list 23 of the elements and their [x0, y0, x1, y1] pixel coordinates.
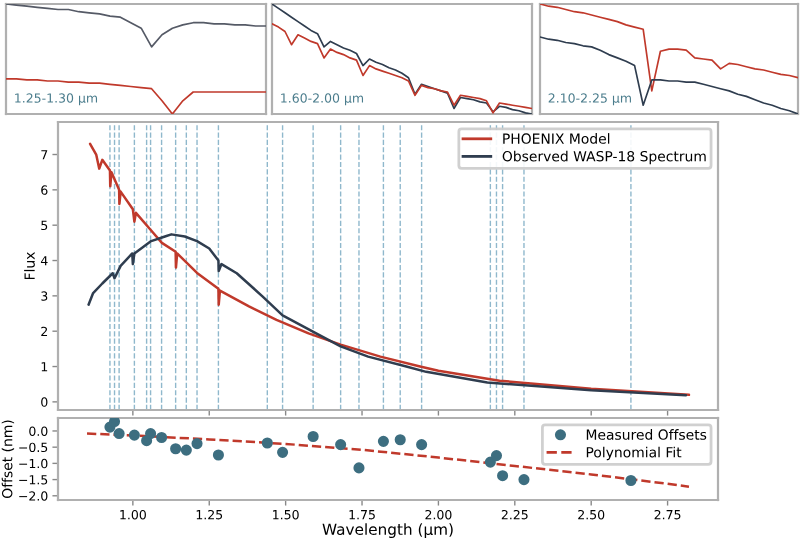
- point: [416, 439, 428, 451]
- point: [128, 429, 140, 441]
- point: [518, 474, 530, 486]
- point: [156, 431, 168, 443]
- point: [108, 418, 121, 428]
- point: [277, 446, 289, 458]
- point: [191, 438, 203, 450]
- point: [113, 428, 125, 440]
- point: [484, 456, 496, 468]
- point: [377, 435, 389, 447]
- point: [353, 462, 365, 474]
- line-series: [87, 233, 688, 397]
- point: [394, 434, 406, 446]
- point: [145, 428, 157, 440]
- point: [497, 470, 509, 482]
- point: [212, 449, 224, 461]
- point: [490, 450, 503, 462]
- point: [335, 439, 347, 451]
- point: [180, 444, 192, 456]
- point: [170, 443, 182, 455]
- point: [625, 475, 637, 487]
- point: [307, 430, 319, 443]
- point: [261, 437, 273, 449]
